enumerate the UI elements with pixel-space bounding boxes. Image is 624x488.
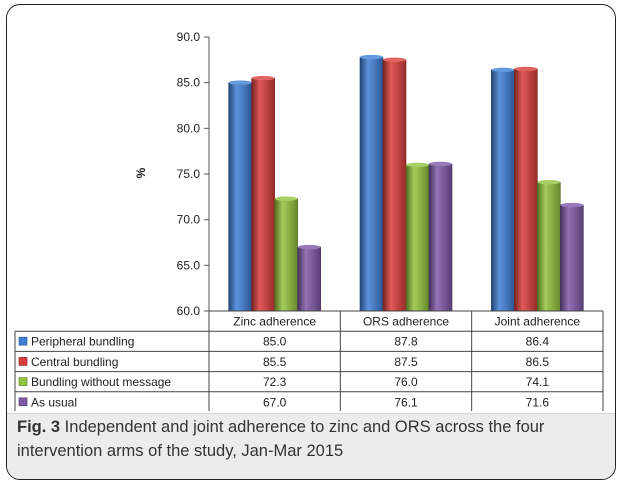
bar-central-bundling-ors-adherence [382, 59, 407, 312]
data-label-bundling-without-message-ors-adherence: 76.0 [394, 375, 418, 389]
data-label-peripheral-bundling-zinc-adherence: 85.0 [263, 335, 287, 349]
legend-swatch-as-usual [18, 397, 28, 407]
bar-top-as-usual-ors-adherence [429, 161, 452, 167]
bar-top-as-usual-joint-adherence [560, 202, 584, 208]
bar-top-as-usual-zinc-adherence [297, 244, 321, 250]
figure-frame: 60.0 65.0 70.0 75.0 80.0 85.0 90.0% Zinc adhere… [6, 4, 616, 480]
bar-chart: 60.0 65.0 70.0 75.0 80.0 85.0 90.0% Zinc adhere… [14, 30, 604, 411]
legend-label-central-bundling: Central bundling [31, 355, 118, 369]
legend-label-as-usual: As usual [31, 395, 77, 409]
bar-bundling-without-message-joint-adherence [537, 181, 561, 312]
data-label-as-usual-ors-adherence: 76.1 [394, 395, 418, 409]
category-label: Zinc adherence [233, 315, 316, 329]
bar-top-peripheral-bundling-ors-adherence [360, 54, 383, 60]
legend-label-bundling-without-message: Bundling without message [31, 375, 171, 389]
data-label-as-usual-zinc-adherence: 67.0 [263, 395, 287, 409]
bar-central-bundling-zinc-adherence [251, 77, 275, 312]
data-label-peripheral-bundling-ors-adherence: 87.8 [394, 335, 418, 349]
bar-top-bundling-without-message-zinc-adherence [274, 196, 298, 201]
bar-top-central-bundling-joint-adherence [514, 66, 538, 72]
data-label-central-bundling-joint-adherence: 86.5 [526, 355, 550, 369]
bar-top-peripheral-bundling-joint-adherence [491, 67, 515, 73]
bar-central-bundling-joint-adherence [514, 68, 538, 312]
bar-bundling-without-message-ors-adherence [405, 164, 430, 312]
bar-top-central-bundling-ors-adherence [383, 57, 406, 63]
y-tick-label: 80.0 [177, 121, 201, 135]
data-label-as-usual-joint-adherence: 71.6 [526, 395, 550, 409]
caption-label: Fig. 3 [17, 418, 61, 436]
legend-label-peripheral-bundling: Peripheral bundling [31, 335, 134, 349]
y-axis-title: % [134, 167, 148, 178]
bar-peripheral-bundling-joint-adherence [491, 69, 515, 312]
y-tick-label: 70.0 [177, 213, 201, 227]
legend-swatch-bundling-without-message [18, 377, 28, 386]
bar-top-central-bundling-zinc-adherence [251, 75, 275, 81]
caption-background [7, 413, 615, 479]
legend-swatch-central-bundling [18, 357, 28, 366]
legend-swatch-peripheral-bundling [18, 336, 28, 346]
bar-peripheral-bundling-zinc-adherence [228, 82, 252, 312]
y-tick-label: 65.0 [177, 258, 201, 272]
bar-top-peripheral-bundling-zinc-adherence [228, 80, 252, 85]
y-tick-label: 85.0 [177, 76, 201, 90]
figure-caption: Fig. 3 Independent and joint adherence t… [17, 415, 613, 463]
bar-as-usual-ors-adherence [428, 163, 453, 312]
category-label: Joint adherence [495, 315, 581, 329]
bar-as-usual-joint-adherence [560, 204, 584, 312]
bar-top-bundling-without-message-joint-adherence [537, 180, 561, 185]
data-label-central-bundling-ors-adherence: 87.5 [394, 355, 418, 369]
y-tick-label: 75.0 [177, 167, 201, 181]
bar-top-bundling-without-message-ors-adherence [406, 162, 429, 168]
bar-bundling-without-message-zinc-adherence [274, 198, 298, 312]
caption-text: Independent and joint adherence to zinc … [17, 418, 545, 460]
y-tick-label: 90.0 [177, 30, 201, 44]
data-label-peripheral-bundling-joint-adherence: 86.4 [526, 335, 550, 349]
data-label-bundling-without-message-zinc-adherence: 72.3 [263, 375, 287, 389]
data-label-central-bundling-zinc-adherence: 85.5 [263, 355, 287, 369]
category-label: ORS adherence [363, 315, 449, 329]
bar-as-usual-zinc-adherence [297, 246, 321, 312]
y-tick-label: 60.0 [177, 304, 201, 318]
bar-peripheral-bundling-ors-adherence [359, 56, 384, 312]
data-label-bundling-without-message-joint-adherence: 74.1 [526, 375, 550, 389]
